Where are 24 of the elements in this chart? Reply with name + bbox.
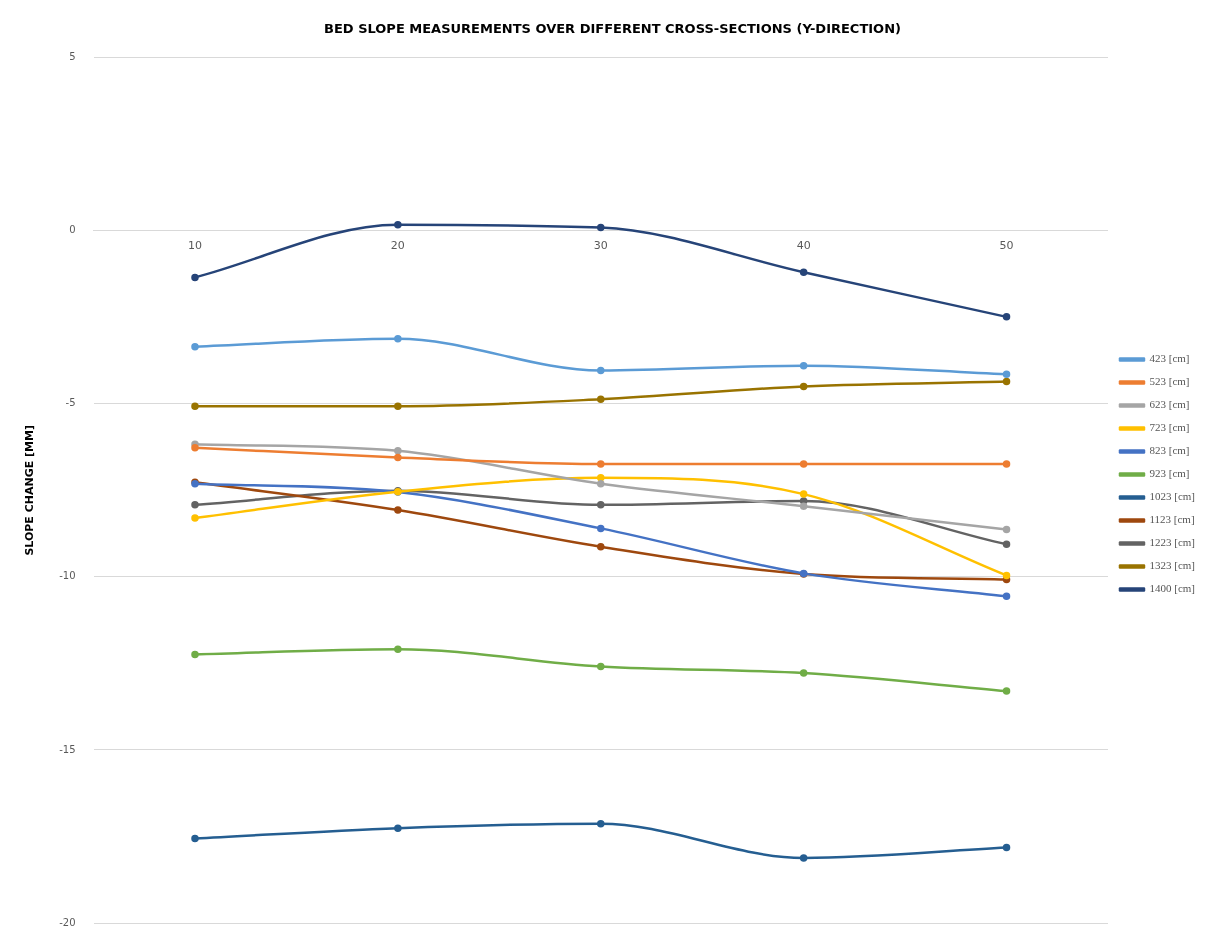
legend-label: 1223 [cm] [1149,536,1195,549]
x-tick-label: 20 [390,239,405,253]
legend-label: 1123 [cm] [1149,513,1195,526]
legend-label: 923 [cm] [1149,467,1190,480]
chart-title: BED SLOPE MEASUREMENTS OVER DIFFERENT CROSS-SECTIONS (Y-DIRECTION) [324,21,901,37]
legend-label: 1323 [cm] [1149,559,1195,572]
legend-label: 423 [cm] [1149,352,1190,365]
legend-label: 1023 [cm] [1149,490,1195,503]
y-tick-label: -15 [59,743,76,755]
y-tick-label: -10 [59,570,76,582]
legend-label: 823 [cm] [1149,444,1190,457]
y-tick-label: -20 [59,916,76,928]
x-tick-label: 30 [593,239,608,253]
legend-label: 723 [cm] [1149,421,1190,434]
y-tick-label: 0 [69,224,76,236]
legend-label: 1400 [cm] [1149,582,1195,595]
y-axis-title: SLOPE CHANGE [MM] [23,424,37,556]
y-tick-label: 5 [69,51,76,63]
x-tick-label: 40 [796,239,811,253]
legend-label: 523 [cm] [1149,375,1190,388]
legend-label: 623 [cm] [1149,398,1190,411]
x-tick-label: 10 [187,239,202,253]
x-tick-label: 50 [999,239,1014,253]
y-tick-label: -5 [65,397,76,409]
